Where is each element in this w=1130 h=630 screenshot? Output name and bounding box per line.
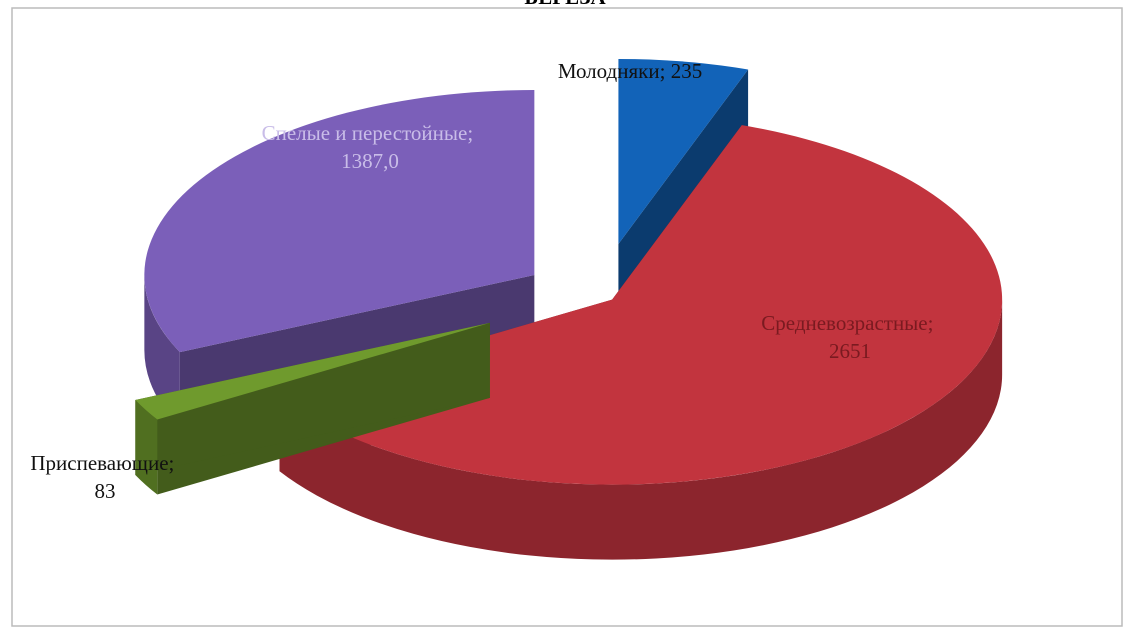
label-category: Приспевающие [30,451,168,475]
slice-top [135,322,490,420]
data-label: Молодняки; 235 [558,59,702,83]
slice-radial-wall [135,322,490,475]
slice-outer-wall [144,275,180,428]
slice-outer-wall [135,399,158,495]
slice-outer-wall [279,299,1003,560]
data-label: Приспевающие; 83 [30,451,179,503]
label-separator: ; [169,451,180,475]
label-value: 83 [95,479,116,503]
data-label: Спелые и перестойные; 1387,0 [262,121,479,173]
label-category: Средневозрастные [761,311,927,335]
label-category: Спелые и перестойные [262,121,468,145]
data-label: Средневозрастные; 2651 [761,311,938,363]
label-value: 2651 [829,339,871,363]
label-category: Молодняки [558,59,660,83]
slice [135,322,490,495]
slice-top [618,58,749,244]
label-separator: ; [660,59,671,83]
label-value: 1387,0 [341,149,399,173]
label-separator: ; [928,311,939,335]
label-value: 235 [671,59,703,83]
label-separator: ; [467,121,478,145]
chart-title: БЕРЕЗА [524,0,606,9]
slice-top [144,90,535,353]
